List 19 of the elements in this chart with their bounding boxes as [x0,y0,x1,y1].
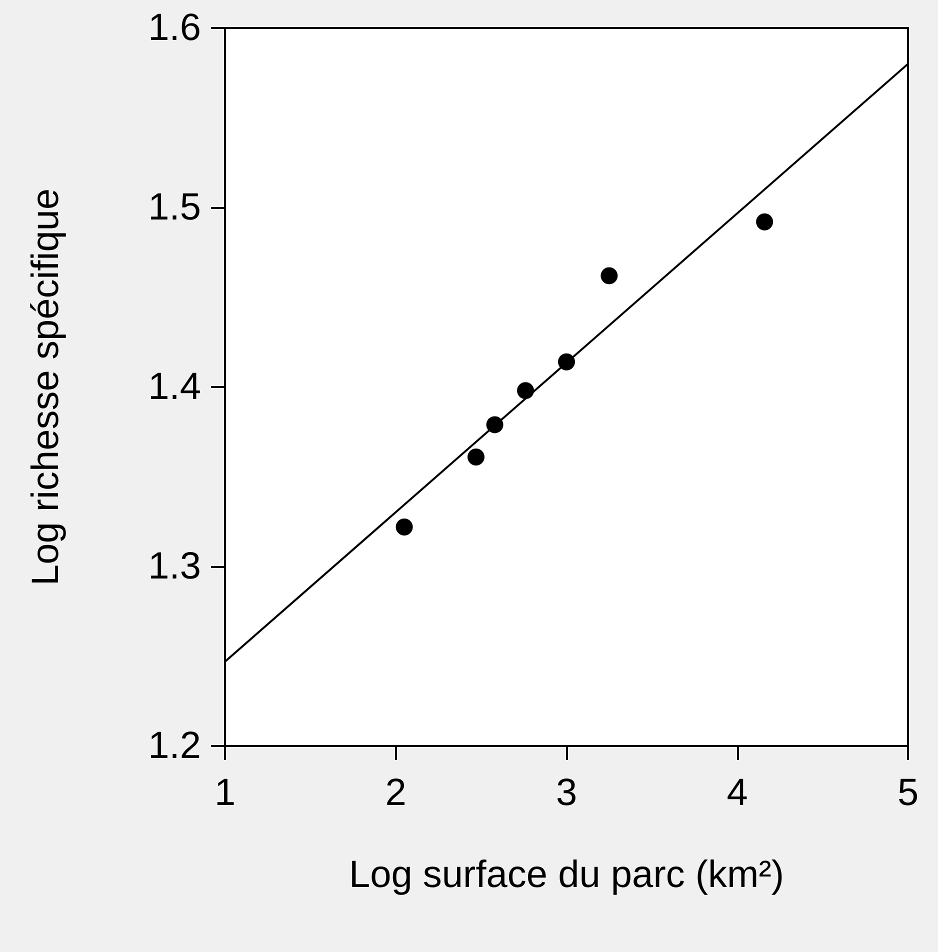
y-tick-label: 1.5 [148,186,201,228]
x-tick-label: 2 [385,772,406,814]
x-tick-label: 5 [897,772,919,814]
x-tick-label: 4 [726,772,748,814]
y-tick-label: 1.4 [148,366,201,408]
y-tick-label: 1.3 [148,546,201,588]
x-tick-label: 3 [556,772,578,814]
x-axis-title: Log surface du parc (km²) [348,854,784,896]
point [486,416,504,434]
point [396,518,413,536]
point [468,448,485,466]
y-tick-label: 1.2 [148,725,201,767]
x-tick-label: 1 [214,772,236,814]
y-tick-label: 1.6 [148,7,201,49]
point [517,382,534,400]
point [600,267,618,284]
point [756,213,774,230]
y-axis-title: Log richesse spécifique [25,188,67,586]
point [558,353,575,370]
